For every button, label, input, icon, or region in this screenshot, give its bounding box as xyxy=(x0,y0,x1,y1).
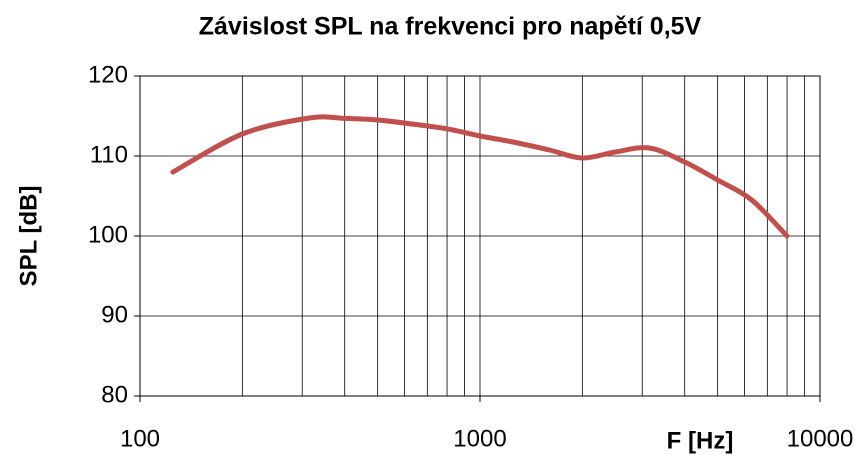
x-tick-label: 100 xyxy=(120,425,160,452)
y-tick-label: 80 xyxy=(101,381,128,408)
plot-frame xyxy=(139,75,821,397)
y-tick-label: 90 xyxy=(101,301,128,328)
x-tick-label: 1000 xyxy=(453,425,506,452)
series-line xyxy=(170,114,790,239)
x-tick-label: 10000 xyxy=(787,425,854,452)
x-axis-label: F [Hz] xyxy=(667,427,734,454)
y-tick-label: 100 xyxy=(88,221,128,248)
y-tick-label: 120 xyxy=(88,61,128,88)
chart-title: Závislost SPL na frekvenci pro napětí 0,… xyxy=(199,13,702,41)
y-tick-label: 110 xyxy=(90,141,128,168)
y-axis-label: SPL [dB] xyxy=(15,186,42,287)
